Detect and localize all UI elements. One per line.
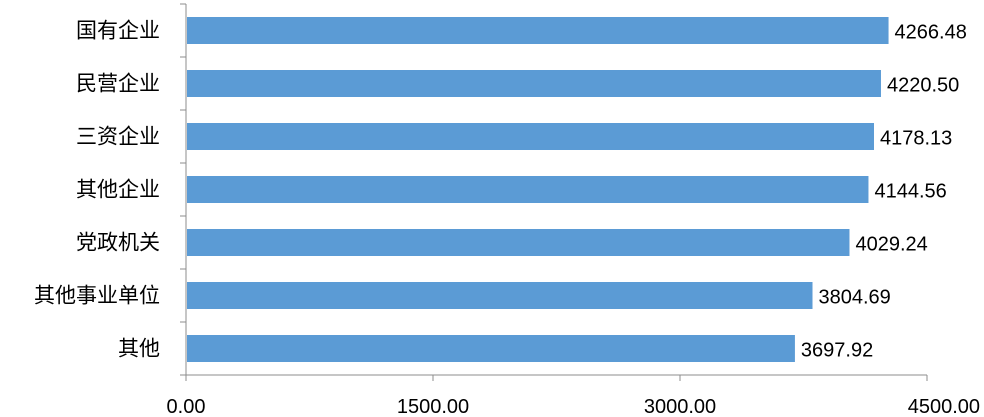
x-tick-label: 0.00 — [167, 396, 206, 417]
bar — [187, 17, 889, 44]
category-label: 民营企业 — [76, 72, 160, 96]
bar — [187, 123, 874, 150]
bar — [187, 70, 881, 97]
bar — [187, 176, 869, 203]
bar — [187, 335, 795, 362]
value-label: 4178.13 — [880, 128, 952, 150]
category-label: 其他 — [118, 337, 160, 361]
x-tick-label: 3000.00 — [644, 396, 716, 417]
bar — [187, 282, 813, 309]
x-tick-label: 4500.00 — [908, 396, 980, 417]
labels: 国有企业 4266.48 民营企业 4220.50 三资企业 4178.13 其他企业 414… — [34, 19, 967, 362]
value-label: 4029.24 — [855, 234, 927, 256]
bar — [187, 229, 850, 256]
axes: 0.00 1500.00 3000.00 4500.00 — [167, 3, 980, 417]
value-label: 3804.69 — [819, 287, 891, 309]
category-label: 国有企业 — [76, 19, 160, 43]
value-label: 4144.56 — [874, 181, 946, 203]
value-label: 3697.92 — [801, 340, 873, 362]
bars — [187, 17, 889, 362]
value-label: 4266.48 — [895, 22, 967, 44]
value-label: 4220.50 — [887, 75, 959, 97]
category-label: 其他事业单位 — [34, 284, 160, 308]
category-label: 三资企业 — [76, 125, 160, 149]
category-label: 党政机关 — [76, 231, 160, 255]
category-label: 其他企业 — [76, 178, 160, 202]
x-tick-label: 1500.00 — [397, 396, 469, 417]
